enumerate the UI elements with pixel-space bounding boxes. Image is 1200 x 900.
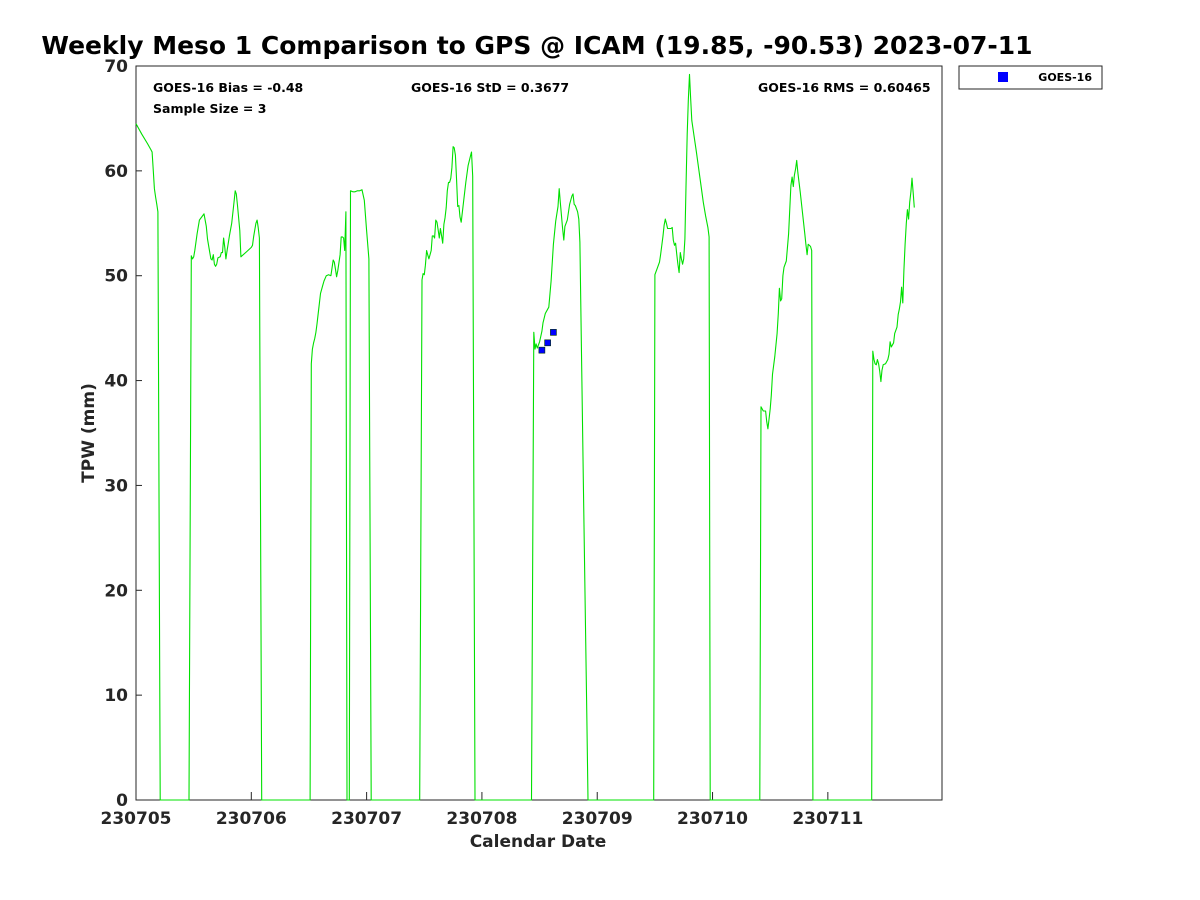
chart-title: Weekly Meso 1 Comparison to GPS @ ICAM (…	[41, 31, 1032, 60]
rms-stat: GOES-16 RMS = 0.60465	[758, 80, 931, 95]
x-axis: 230705 230706 230707 230708 230709 230710 2307…	[101, 792, 863, 829]
x-tick-label: 230711	[792, 809, 863, 829]
plot-area	[135, 65, 943, 801]
y-tick-label: 60	[104, 162, 128, 182]
y-tick-label: 30	[104, 476, 128, 496]
x-tick-label: 230710	[677, 809, 748, 829]
goes16-point-1	[538, 346, 546, 354]
sample-size-stat: Sample Size = 3	[153, 101, 266, 116]
series-layer	[135, 73, 915, 801]
y-tick-label: 10	[104, 686, 128, 706]
x-tick-label: 230708	[446, 809, 517, 829]
x-tick-label: 230707	[331, 809, 402, 829]
x-tick-label: 230709	[562, 809, 633, 829]
y-tick-label: 50	[104, 267, 128, 287]
y-axis: 0 10 20 30 40 50 60 70	[104, 57, 142, 811]
x-axis-label: Calendar Date	[470, 832, 607, 852]
y-tick-label: 0	[116, 791, 128, 811]
std-stat: GOES-16 StD = 0.3677	[411, 80, 569, 95]
y-tick-label: 20	[104, 581, 128, 601]
legend-box	[958, 65, 1103, 90]
y-axis-label: TPW (mm)	[79, 383, 99, 483]
x-tick-label: 230706	[216, 809, 287, 829]
legend-label-goes16: GOES-16	[1038, 71, 1092, 84]
bias-stat: GOES-16 Bias = -0.48	[153, 80, 303, 95]
y-tick-label: 70	[104, 57, 128, 77]
goes16-point-3	[550, 329, 557, 336]
y-tick-label: 40	[104, 372, 128, 392]
x-tick-label: 230705	[101, 809, 172, 829]
goes16-point-2	[544, 339, 551, 347]
gps-series-line	[135, 73, 915, 801]
legend: GOES-16	[958, 65, 1103, 90]
legend-marker-goes16	[998, 72, 1008, 82]
